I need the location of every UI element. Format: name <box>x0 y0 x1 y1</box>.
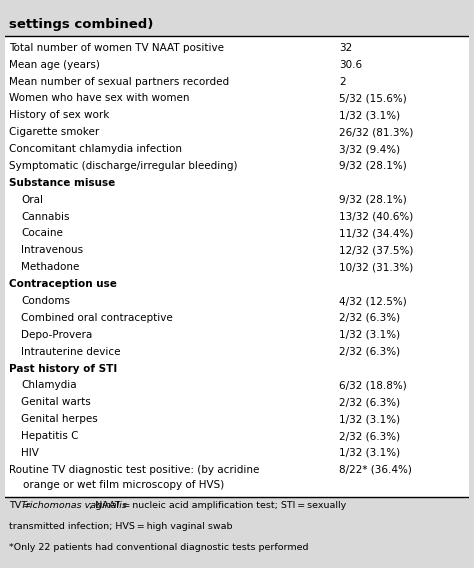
Text: 1/32 (3.1%): 1/32 (3.1%) <box>339 330 401 340</box>
Text: 12/32 (37.5%): 12/32 (37.5%) <box>339 245 414 256</box>
Text: 26/32 (81.3%): 26/32 (81.3%) <box>339 127 414 137</box>
Text: Mean age (years): Mean age (years) <box>9 60 100 70</box>
Text: Depo-Provera: Depo-Provera <box>21 330 92 340</box>
Text: Cigarette smoker: Cigarette smoker <box>9 127 100 137</box>
Text: ; NAAT = nucleic acid amplification test; STI = sexually: ; NAAT = nucleic acid amplification test… <box>89 501 346 510</box>
Text: 10/32 (31.3%): 10/32 (31.3%) <box>339 262 413 272</box>
Text: 1/32 (3.1%): 1/32 (3.1%) <box>339 448 401 458</box>
Text: transmitted infection; HVS = high vaginal swab: transmitted infection; HVS = high vagina… <box>9 522 233 531</box>
Text: Combined oral contraceptive: Combined oral contraceptive <box>21 313 173 323</box>
Text: TV =: TV = <box>9 501 33 510</box>
Text: 2/32 (6.3%): 2/32 (6.3%) <box>339 398 401 407</box>
Text: orange or wet film microscopy of HVS): orange or wet film microscopy of HVS) <box>23 480 225 490</box>
Text: 30.6: 30.6 <box>339 60 362 70</box>
Text: 2/32 (6.3%): 2/32 (6.3%) <box>339 431 401 441</box>
Text: settings combined): settings combined) <box>9 18 154 31</box>
Text: 11/32 (34.4%): 11/32 (34.4%) <box>339 228 414 239</box>
Text: Concomitant chlamydia infection: Concomitant chlamydia infection <box>9 144 182 154</box>
Text: Substance misuse: Substance misuse <box>9 178 116 188</box>
Text: 1/32 (3.1%): 1/32 (3.1%) <box>339 414 401 424</box>
Text: 4/32 (12.5%): 4/32 (12.5%) <box>339 296 407 306</box>
Text: 3/32 (9.4%): 3/32 (9.4%) <box>339 144 401 154</box>
Text: History of sex work: History of sex work <box>9 110 110 120</box>
Text: Genital herpes: Genital herpes <box>21 414 98 424</box>
FancyBboxPatch shape <box>5 36 469 496</box>
Text: 2/32 (6.3%): 2/32 (6.3%) <box>339 346 401 357</box>
Text: Intrauterine device: Intrauterine device <box>21 346 120 357</box>
Text: 9/32 (28.1%): 9/32 (28.1%) <box>339 161 407 171</box>
Text: 6/32 (18.8%): 6/32 (18.8%) <box>339 381 407 390</box>
Text: Genital warts: Genital warts <box>21 398 91 407</box>
Text: Mean number of sexual partners recorded: Mean number of sexual partners recorded <box>9 77 229 86</box>
Text: *Only 22 patients had conventional diagnostic tests performed: *Only 22 patients had conventional diagn… <box>9 544 309 553</box>
Text: HIV: HIV <box>21 448 39 458</box>
Text: Routine TV diagnostic test positive: (by acridine: Routine TV diagnostic test positive: (by… <box>9 465 260 475</box>
Text: Cocaine: Cocaine <box>21 228 63 239</box>
Text: Trichomonas vaginalis: Trichomonas vaginalis <box>20 501 127 510</box>
Text: Contraception use: Contraception use <box>9 279 117 289</box>
Text: 13/32 (40.6%): 13/32 (40.6%) <box>339 212 413 222</box>
Text: 2: 2 <box>339 77 346 86</box>
Text: 9/32 (28.1%): 9/32 (28.1%) <box>339 195 407 204</box>
Text: 32: 32 <box>339 43 353 53</box>
Text: Chlamydia: Chlamydia <box>21 381 77 390</box>
Text: Total number of women TV NAAT positive: Total number of women TV NAAT positive <box>9 43 224 53</box>
Text: Cannabis: Cannabis <box>21 212 70 222</box>
Text: 5/32 (15.6%): 5/32 (15.6%) <box>339 93 407 103</box>
Text: Past history of STI: Past history of STI <box>9 364 118 374</box>
Text: Oral: Oral <box>21 195 43 204</box>
Text: 2/32 (6.3%): 2/32 (6.3%) <box>339 313 401 323</box>
Text: Women who have sex with women: Women who have sex with women <box>9 93 190 103</box>
Text: 8/22* (36.4%): 8/22* (36.4%) <box>339 465 412 475</box>
Text: Condoms: Condoms <box>21 296 70 306</box>
Text: Hepatitis C: Hepatitis C <box>21 431 79 441</box>
Text: 1/32 (3.1%): 1/32 (3.1%) <box>339 110 401 120</box>
Text: Intravenous: Intravenous <box>21 245 83 256</box>
Text: Methadone: Methadone <box>21 262 79 272</box>
Text: Symptomatic (discharge/irregular bleeding): Symptomatic (discharge/irregular bleedin… <box>9 161 238 171</box>
